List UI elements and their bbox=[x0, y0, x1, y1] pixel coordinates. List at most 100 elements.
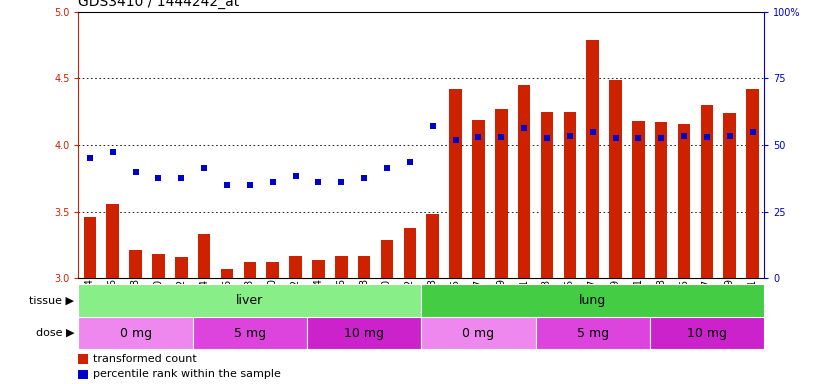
Bar bbox=[83, 217, 96, 278]
Point bbox=[677, 132, 691, 139]
Point bbox=[586, 129, 600, 135]
Point bbox=[724, 132, 737, 139]
Text: GSM326944: GSM326944 bbox=[85, 278, 95, 338]
Point bbox=[175, 175, 188, 181]
Text: GSM326960: GSM326960 bbox=[268, 278, 278, 338]
Text: GSM326952: GSM326952 bbox=[176, 278, 187, 338]
Point bbox=[632, 135, 645, 141]
Point bbox=[266, 179, 279, 185]
Bar bbox=[747, 89, 759, 278]
Point bbox=[335, 179, 348, 185]
Bar bbox=[381, 240, 393, 278]
Text: GSM326972: GSM326972 bbox=[405, 278, 415, 338]
Text: 10 mg: 10 mg bbox=[344, 327, 384, 339]
Bar bbox=[586, 40, 599, 278]
Point bbox=[746, 129, 759, 135]
Text: GSM326956: GSM326956 bbox=[222, 278, 232, 338]
Point bbox=[563, 132, 577, 139]
Text: GSM326966: GSM326966 bbox=[336, 278, 346, 338]
Text: 10 mg: 10 mg bbox=[687, 327, 727, 339]
Text: GSM326970: GSM326970 bbox=[382, 278, 392, 338]
Bar bbox=[421, 317, 535, 349]
Bar bbox=[678, 124, 691, 278]
Point bbox=[609, 135, 622, 141]
Text: GSM326954: GSM326954 bbox=[199, 278, 209, 338]
Bar bbox=[192, 317, 307, 349]
Text: lung: lung bbox=[579, 294, 606, 307]
Bar bbox=[307, 317, 421, 349]
Text: GSM326950: GSM326950 bbox=[154, 278, 164, 338]
Text: 5 mg: 5 mg bbox=[234, 327, 266, 339]
Text: GSM326946: GSM326946 bbox=[107, 278, 118, 338]
Text: GSM326951: GSM326951 bbox=[519, 278, 529, 338]
Bar bbox=[655, 122, 667, 278]
Bar bbox=[78, 284, 421, 317]
Point bbox=[517, 124, 530, 131]
Bar bbox=[650, 317, 764, 349]
Text: GSM326947: GSM326947 bbox=[473, 278, 483, 338]
Bar bbox=[404, 228, 416, 278]
Point bbox=[495, 134, 508, 140]
Point bbox=[244, 182, 257, 188]
Bar bbox=[563, 112, 576, 278]
Text: percentile rank within the sample: percentile rank within the sample bbox=[93, 369, 281, 379]
Text: 0 mg: 0 mg bbox=[463, 327, 495, 339]
Point bbox=[655, 135, 668, 141]
Text: GSM326961: GSM326961 bbox=[634, 278, 643, 338]
Bar bbox=[421, 284, 764, 317]
Text: GDS3410 / 1444242_at: GDS3410 / 1444242_at bbox=[78, 0, 240, 9]
Bar bbox=[107, 204, 119, 278]
Text: GSM326962: GSM326962 bbox=[291, 278, 301, 338]
Text: dose ▶: dose ▶ bbox=[36, 328, 74, 338]
Text: GSM326967: GSM326967 bbox=[702, 278, 712, 338]
Text: GSM326964: GSM326964 bbox=[313, 278, 324, 338]
Text: GSM326958: GSM326958 bbox=[244, 278, 255, 338]
Point bbox=[221, 182, 234, 188]
Text: GSM326965: GSM326965 bbox=[679, 278, 689, 338]
Text: GSM326948: GSM326948 bbox=[131, 278, 140, 338]
Bar bbox=[472, 119, 485, 278]
Text: GSM326969: GSM326969 bbox=[724, 278, 735, 338]
Point bbox=[152, 175, 165, 181]
Bar bbox=[518, 85, 530, 278]
Point bbox=[449, 137, 463, 143]
Point bbox=[403, 159, 416, 166]
Point bbox=[106, 149, 120, 155]
Bar bbox=[449, 89, 462, 278]
Bar bbox=[335, 256, 348, 278]
Point bbox=[197, 165, 211, 171]
Bar bbox=[78, 317, 192, 349]
Bar bbox=[130, 250, 142, 278]
Text: GSM326943: GSM326943 bbox=[428, 278, 438, 338]
Bar bbox=[426, 214, 439, 278]
Text: GSM326953: GSM326953 bbox=[542, 278, 552, 338]
Point bbox=[129, 169, 142, 175]
Point bbox=[289, 172, 302, 179]
Point bbox=[700, 134, 714, 140]
Text: GSM326968: GSM326968 bbox=[359, 278, 369, 338]
Point bbox=[358, 175, 371, 181]
Bar bbox=[495, 109, 507, 278]
Text: GSM326957: GSM326957 bbox=[587, 278, 598, 338]
Bar bbox=[289, 256, 301, 278]
Text: transformed count: transformed count bbox=[93, 354, 197, 364]
Bar bbox=[541, 112, 553, 278]
Point bbox=[426, 123, 439, 129]
Bar bbox=[700, 105, 713, 278]
Bar bbox=[358, 256, 370, 278]
Text: GSM326955: GSM326955 bbox=[565, 278, 575, 338]
Text: GSM326949: GSM326949 bbox=[496, 278, 506, 338]
Bar bbox=[221, 269, 233, 278]
Point bbox=[83, 155, 97, 161]
Point bbox=[312, 179, 325, 185]
Bar bbox=[632, 121, 644, 278]
Bar bbox=[312, 260, 325, 278]
Bar bbox=[175, 257, 188, 278]
Text: GSM326945: GSM326945 bbox=[450, 278, 461, 338]
Bar bbox=[267, 262, 279, 278]
Bar bbox=[244, 262, 256, 278]
Bar bbox=[610, 79, 622, 278]
Bar bbox=[724, 113, 736, 278]
Text: GSM326959: GSM326959 bbox=[610, 278, 620, 338]
Text: 0 mg: 0 mg bbox=[120, 327, 152, 339]
